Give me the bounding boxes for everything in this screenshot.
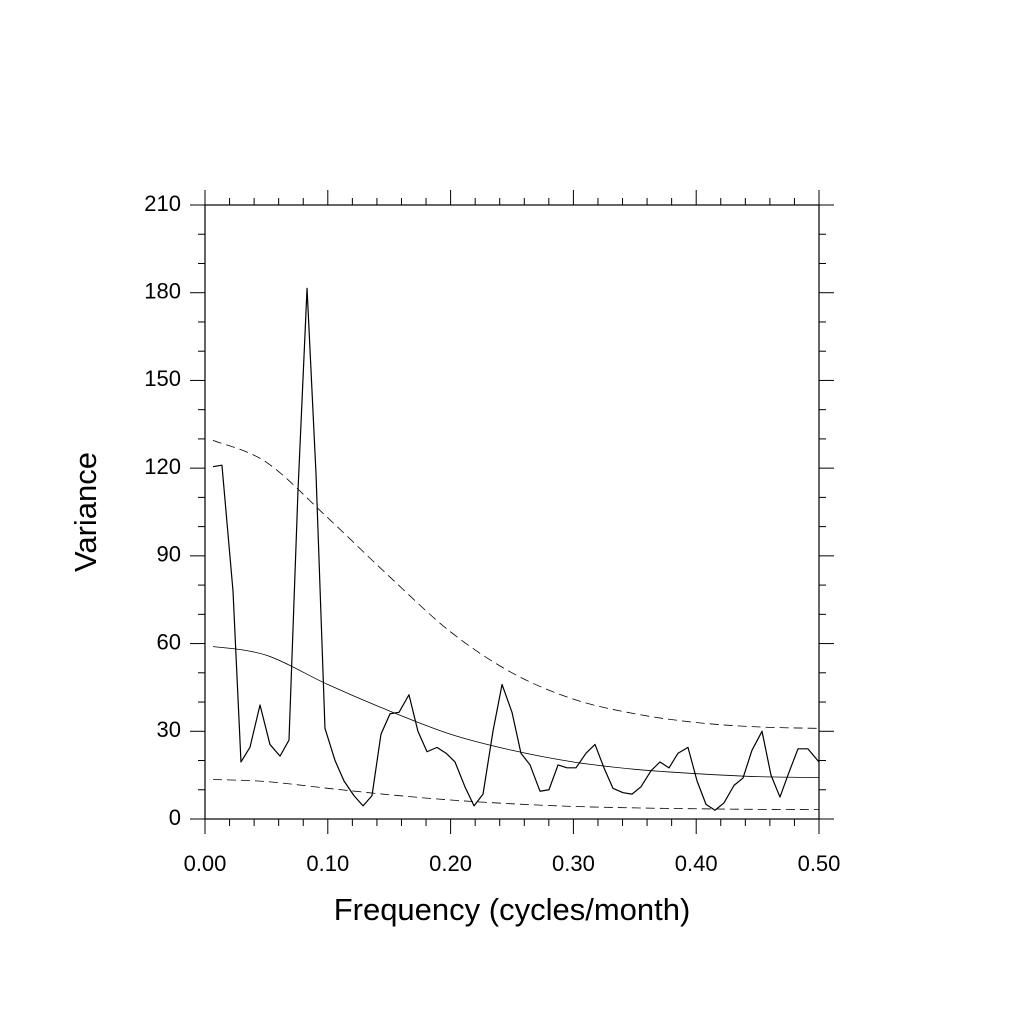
series-line [212, 287, 820, 811]
x-tick-label: 0.10 [306, 851, 349, 876]
y-tick-label: 210 [144, 191, 181, 216]
y-tick-label: 0 [169, 805, 181, 830]
y-axis-title: Variance [68, 452, 103, 572]
y-tick-label: 60 [157, 629, 181, 654]
series-line [212, 646, 820, 778]
y-tick-label: 90 [157, 542, 181, 567]
y-tick-label: 180 [144, 279, 181, 304]
x-tick-label: 0.50 [798, 851, 841, 876]
x-tick-label: 0.40 [675, 851, 718, 876]
y-tick-label: 150 [144, 366, 181, 391]
x-axis-title: Frequency (cycles/month) [334, 892, 691, 927]
y-tick-label: 120 [144, 454, 181, 479]
x-tick-label: 0.20 [429, 851, 472, 876]
series-line [212, 439, 820, 729]
plot-frame [204, 204, 820, 820]
x-tick-label: 0.00 [184, 851, 227, 876]
y-tick-label: 30 [157, 717, 181, 742]
x-tick-label: 0.30 [552, 851, 595, 876]
series-line [212, 779, 820, 811]
